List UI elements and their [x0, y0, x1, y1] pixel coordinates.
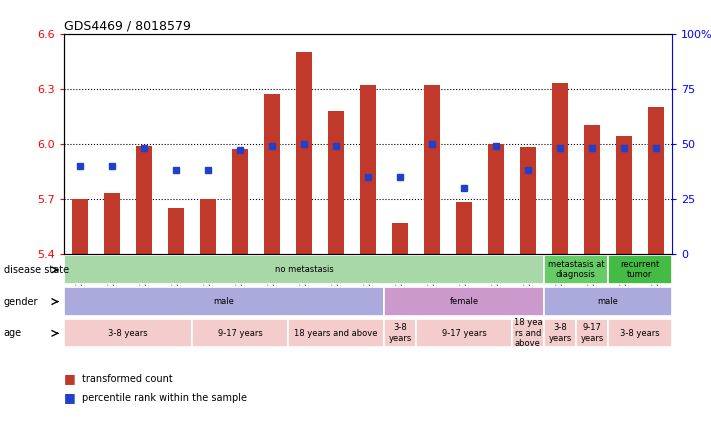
Text: 18 years and above: 18 years and above: [294, 329, 378, 338]
Text: transformed count: transformed count: [82, 374, 173, 384]
Bar: [288, 319, 384, 347]
Bar: [264, 94, 280, 254]
Bar: [616, 137, 632, 254]
Text: male: male: [213, 297, 235, 306]
Bar: [328, 111, 344, 254]
Text: 3-8
years: 3-8 years: [548, 324, 572, 343]
Text: 3-8 years: 3-8 years: [108, 329, 148, 338]
Bar: [136, 146, 152, 254]
Bar: [384, 319, 416, 347]
Text: 3-8
years: 3-8 years: [388, 324, 412, 343]
Bar: [192, 319, 288, 347]
Text: 3-8 years: 3-8 years: [620, 329, 660, 338]
Text: recurrent
tumor: recurrent tumor: [620, 260, 660, 279]
Bar: [64, 319, 192, 347]
Bar: [648, 107, 664, 254]
Text: percentile rank within the sample: percentile rank within the sample: [82, 393, 247, 403]
Bar: [296, 52, 312, 254]
Bar: [384, 287, 544, 316]
Bar: [104, 193, 120, 254]
Bar: [584, 126, 600, 254]
Text: no metastasis: no metastasis: [274, 265, 333, 274]
Bar: [232, 149, 248, 254]
Text: GDS4469 / 8018579: GDS4469 / 8018579: [64, 20, 191, 33]
Text: 9-17 years: 9-17 years: [218, 329, 262, 338]
Text: 9-17 years: 9-17 years: [442, 329, 486, 338]
Bar: [416, 319, 512, 347]
Bar: [544, 287, 672, 316]
Text: metastasis at
diagnosis: metastasis at diagnosis: [547, 260, 604, 279]
Text: 18 yea
rs and
above: 18 yea rs and above: [513, 318, 542, 348]
Bar: [488, 144, 504, 254]
Bar: [64, 255, 544, 284]
Text: gender: gender: [4, 297, 38, 307]
Text: female: female: [449, 297, 479, 306]
Bar: [64, 287, 384, 316]
Text: ■: ■: [64, 372, 76, 385]
Bar: [544, 255, 608, 284]
Bar: [576, 319, 608, 347]
Bar: [552, 83, 568, 254]
Bar: [424, 85, 440, 254]
Bar: [72, 199, 88, 254]
Bar: [544, 319, 576, 347]
Text: 9-17
years: 9-17 years: [580, 324, 604, 343]
Bar: [608, 255, 672, 284]
Text: male: male: [597, 297, 619, 306]
Text: ■: ■: [64, 391, 76, 404]
Bar: [512, 319, 544, 347]
Bar: [392, 222, 408, 254]
Bar: [360, 85, 376, 254]
Text: disease state: disease state: [4, 265, 69, 275]
Bar: [168, 208, 184, 254]
Bar: [456, 203, 472, 254]
Text: age: age: [4, 328, 21, 338]
Bar: [608, 319, 672, 347]
Bar: [200, 199, 216, 254]
Bar: [520, 148, 536, 254]
